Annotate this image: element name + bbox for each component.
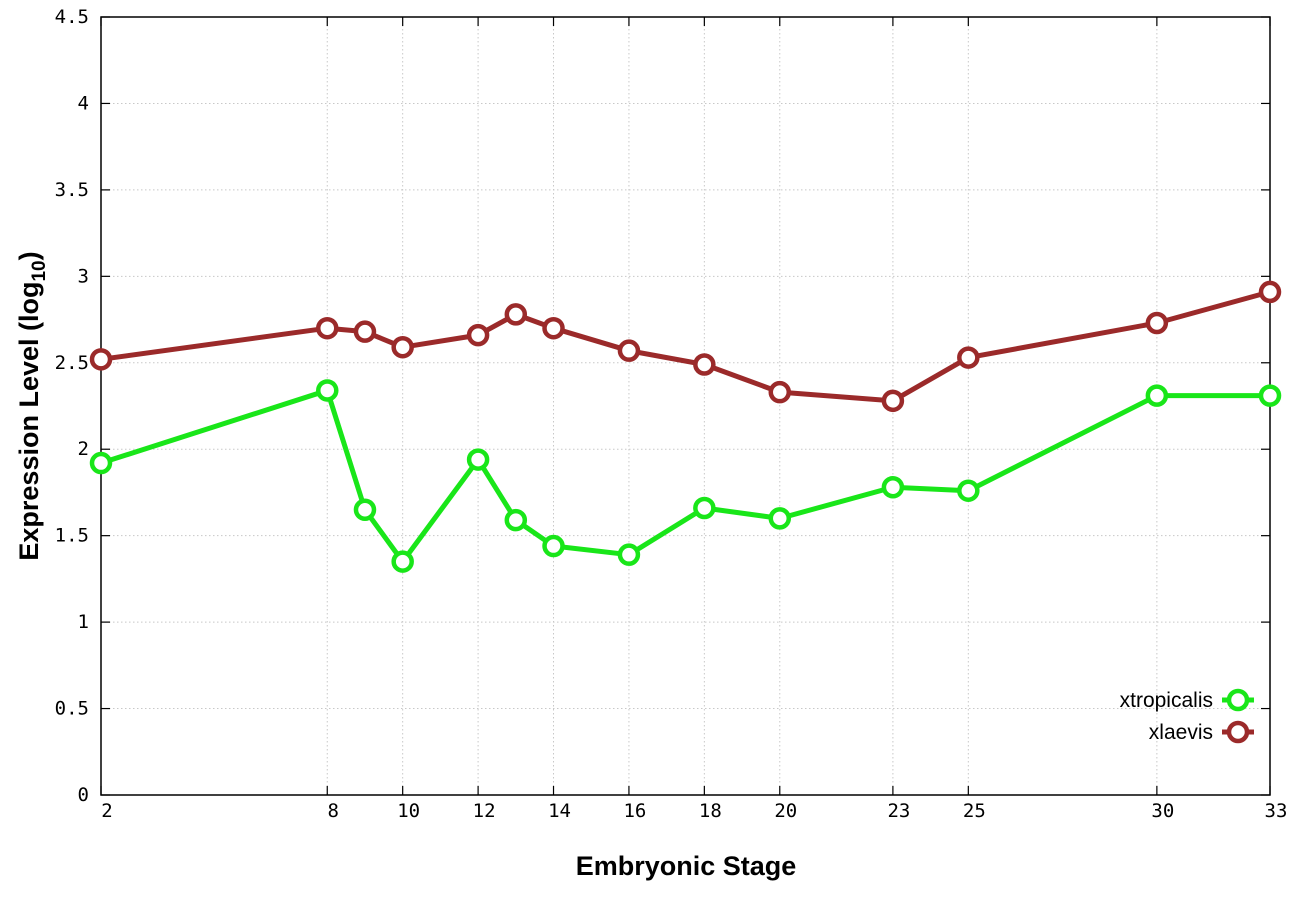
data-point-xtropicalis	[768, 507, 792, 530]
x-tick-label: 8	[328, 800, 339, 822]
x-tick-label: 23	[887, 800, 910, 822]
data-point-xtropicalis	[542, 534, 565, 558]
y-axis-title: Expression Level (log10)	[14, 251, 50, 560]
data-point-xlaevis	[881, 389, 905, 413]
y-tick-label: 4	[78, 92, 89, 114]
legend-label-xlaevis: xlaevis	[1149, 721, 1213, 744]
x-tick-label: 10	[397, 800, 420, 822]
tick-labels: 0 0.5 1 1.5 2 2.5 3 3.5 4 4.5 2 8 10 12 14 16 18 20 23 25 30…	[55, 6, 1288, 822]
x-tick-label: 12	[473, 800, 496, 822]
x-tick-label: 20	[774, 800, 797, 822]
legend-label-xtropicalis: xtropicalis	[1120, 689, 1213, 712]
data-point-xlaevis	[316, 316, 339, 340]
y-tick-label: 1	[78, 611, 89, 633]
series-group	[89, 280, 1282, 573]
x-axis-title: Embryonic Stage	[576, 851, 797, 881]
data-point-xtropicalis	[1145, 384, 1169, 407]
data-point-xlaevis	[89, 348, 113, 371]
grid-lines	[101, 17, 1270, 795]
data-point-xtropicalis	[957, 479, 980, 502]
x-tick-label: 16	[623, 800, 646, 822]
data-point-xlaevis	[768, 380, 792, 404]
x-tick-label: 25	[963, 800, 986, 822]
y-tick-label: 0.5	[55, 698, 89, 720]
legend-marker-xlaevis	[1226, 720, 1250, 744]
data-point-xtropicalis	[617, 543, 641, 566]
data-point-xlaevis	[542, 316, 565, 340]
y-axis-title-subscript: 10	[29, 260, 50, 281]
axis-ticks	[100, 16, 1271, 796]
y-tick-label: 4.5	[55, 6, 89, 28]
data-point-xlaevis	[617, 339, 641, 362]
data-point-xtropicalis	[353, 498, 377, 521]
data-point-xlaevis	[693, 353, 716, 376]
legend: xtropicalis xlaevis	[1120, 688, 1254, 744]
series-line-xlaevis	[100, 289, 1271, 404]
y-tick-label: 3.5	[55, 179, 89, 201]
y-tick-label: 2	[78, 438, 89, 460]
data-point-xtropicalis	[316, 379, 339, 402]
data-point-xlaevis	[353, 320, 377, 343]
data-point-xtropicalis	[89, 451, 113, 475]
x-tick-label: 18	[699, 800, 722, 822]
y-tick-label: 3	[78, 265, 89, 287]
x-tick-label: 14	[548, 800, 571, 822]
y-axis-title-main: Expression Level (log	[14, 282, 44, 561]
data-point-xlaevis	[391, 335, 414, 359]
data-point-xlaevis	[957, 346, 980, 369]
legend-marker-xtropicalis	[1226, 688, 1250, 712]
data-point-xtropicalis	[504, 508, 528, 532]
y-tick-label: 0	[78, 784, 89, 806]
x-tick-label: 2	[101, 800, 112, 822]
data-point-xlaevis	[504, 303, 528, 326]
y-axis-title-suffix: )	[14, 251, 44, 260]
x-tick-label: 30	[1151, 800, 1174, 822]
data-point-xlaevis	[466, 323, 490, 347]
data-point-xtropicalis	[466, 448, 490, 471]
x-tick-label: 33	[1265, 800, 1288, 822]
data-point-xtropicalis	[881, 476, 905, 499]
data-point-xtropicalis	[693, 496, 716, 520]
data-point-xtropicalis	[391, 550, 414, 573]
y-tick-label: 1.5	[55, 525, 89, 547]
data-point-xlaevis	[1145, 311, 1169, 335]
data-point-xtropicalis	[1258, 384, 1282, 407]
data-point-xlaevis	[1258, 280, 1282, 304]
y-tick-label: 2.5	[55, 352, 89, 374]
